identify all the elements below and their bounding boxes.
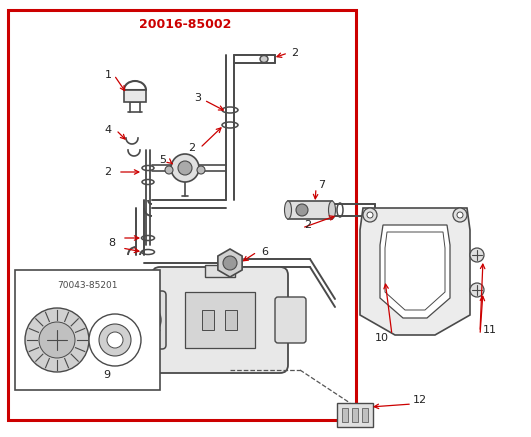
Text: 10: 10 <box>375 333 389 343</box>
Circle shape <box>197 166 205 174</box>
Bar <box>124 90 146 102</box>
Text: 5: 5 <box>159 155 167 165</box>
Circle shape <box>39 322 75 358</box>
Circle shape <box>129 304 161 336</box>
Circle shape <box>165 166 173 174</box>
Polygon shape <box>380 225 450 318</box>
Text: 20016-85002: 20016-85002 <box>139 18 231 31</box>
Polygon shape <box>360 208 470 335</box>
FancyBboxPatch shape <box>152 267 288 373</box>
Text: 6: 6 <box>261 247 269 257</box>
Circle shape <box>99 324 131 356</box>
Circle shape <box>171 154 199 182</box>
Circle shape <box>25 308 89 372</box>
Text: 3: 3 <box>194 93 201 103</box>
Circle shape <box>470 283 484 297</box>
Text: 9: 9 <box>104 370 110 380</box>
Bar <box>362 408 368 422</box>
Bar <box>225 310 237 330</box>
Text: 2: 2 <box>189 143 195 153</box>
Bar <box>288 201 332 219</box>
Text: 7: 7 <box>319 180 326 190</box>
Bar <box>205 265 235 277</box>
Bar <box>337 403 373 427</box>
Text: 2: 2 <box>105 167 112 177</box>
Circle shape <box>296 204 308 216</box>
Bar <box>15 270 160 390</box>
FancyBboxPatch shape <box>126 291 166 349</box>
Bar <box>202 310 214 330</box>
Ellipse shape <box>329 201 336 219</box>
Bar <box>352 408 358 422</box>
Polygon shape <box>218 249 242 277</box>
Circle shape <box>367 212 373 218</box>
Text: 12: 12 <box>413 395 427 405</box>
Text: 2: 2 <box>292 48 298 58</box>
Text: 1: 1 <box>105 70 112 80</box>
Text: 70043-85201: 70043-85201 <box>57 281 117 291</box>
Bar <box>8 10 356 420</box>
Ellipse shape <box>260 55 268 62</box>
Circle shape <box>223 256 237 270</box>
Circle shape <box>457 212 463 218</box>
Circle shape <box>178 161 192 175</box>
Text: 4: 4 <box>105 125 112 135</box>
Circle shape <box>107 332 123 348</box>
Circle shape <box>470 248 484 262</box>
Bar <box>185 292 255 348</box>
Text: 8: 8 <box>108 238 116 248</box>
Text: 11: 11 <box>483 325 497 335</box>
Bar <box>342 408 348 422</box>
Ellipse shape <box>285 201 292 219</box>
Circle shape <box>453 208 467 222</box>
Circle shape <box>363 208 377 222</box>
Text: 2: 2 <box>304 220 312 230</box>
Circle shape <box>89 314 141 366</box>
FancyBboxPatch shape <box>275 297 306 343</box>
